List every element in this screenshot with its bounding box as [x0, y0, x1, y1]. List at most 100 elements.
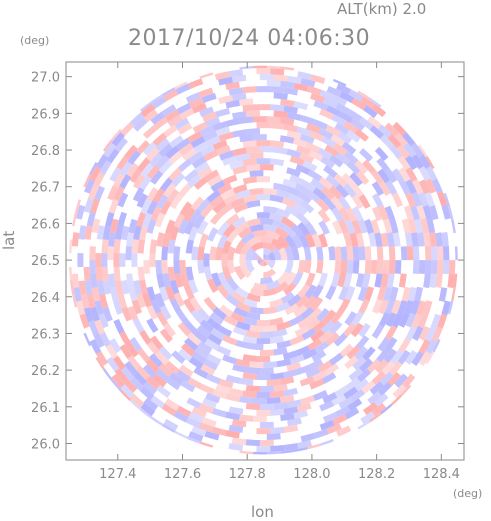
- radar-cell: [355, 232, 365, 248]
- radar-cell: [140, 403, 156, 417]
- radar-cell: [359, 358, 374, 373]
- radar-cell: [120, 225, 130, 241]
- radar-cell: [146, 286, 157, 302]
- radar-cell: [117, 211, 128, 227]
- radar-cell: [361, 380, 376, 394]
- radar-cell: [113, 253, 120, 268]
- radar-cell: [346, 345, 361, 360]
- radar-cell: [369, 381, 384, 395]
- radar-cell: [88, 320, 99, 336]
- radar-cell: [279, 135, 295, 144]
- radar-cell: [239, 116, 254, 125]
- radar-cell: [165, 219, 176, 235]
- radar-cell: [391, 299, 402, 315]
- radar-cell: [132, 174, 146, 190]
- radar-cell: [150, 299, 162, 314]
- radar-cell: [362, 346, 376, 361]
- radar-cell: [270, 444, 285, 452]
- radar-cell: [256, 427, 271, 435]
- radar-cell: [401, 218, 411, 234]
- radar-cell: [245, 384, 261, 393]
- radar-cell: [188, 431, 204, 442]
- radar-cell: [121, 366, 135, 382]
- radar-cell: [228, 442, 244, 451]
- radar-cell: [225, 118, 241, 127]
- radar-cell: [380, 273, 389, 288]
- radar-cell: [152, 188, 165, 203]
- radar-cell: [377, 336, 391, 352]
- radar-cell: [175, 369, 191, 383]
- radar-cell: [233, 306, 248, 318]
- radar-cell: [98, 313, 109, 329]
- radar-cell: [266, 433, 281, 441]
- radar-cell: [136, 140, 151, 155]
- radar-cell: [145, 358, 160, 373]
- radar-cell: [325, 285, 337, 301]
- radar-cell: [430, 260, 438, 275]
- radar-cell: [242, 86, 257, 94]
- radar-cell: [256, 445, 271, 453]
- radar-cell: [242, 176, 257, 185]
- radar-cell: [423, 273, 431, 289]
- radar-cell: [232, 165, 248, 175]
- radar-cell: [108, 232, 116, 247]
- radar-cell: [191, 102, 207, 114]
- radar-cell: [187, 377, 203, 390]
- radar-cell: [389, 218, 399, 234]
- radar-cell: [232, 129, 247, 138]
- radar-cell: [352, 356, 367, 371]
- radar-cell: [358, 322, 371, 338]
- radar-cell: [351, 206, 364, 222]
- radar-cell: [401, 286, 411, 302]
- radar-cell: [191, 406, 207, 418]
- radar-cell: [190, 309, 204, 324]
- radar-cell: [113, 186, 125, 202]
- radar-cell: [109, 167, 122, 183]
- radar-cell: [436, 246, 444, 261]
- x-axis-label: lon: [251, 503, 274, 521]
- radar-cell: [344, 219, 356, 235]
- radar-cell: [150, 111, 165, 125]
- radar-cell: [187, 174, 202, 188]
- radar-cell: [198, 106, 214, 117]
- radar-cell: [318, 233, 328, 248]
- radar-cell: [263, 255, 270, 261]
- radar-cell: [207, 278, 219, 294]
- radar-cell: [197, 198, 211, 213]
- radar-cell: [418, 260, 426, 275]
- radar-cell: [232, 147, 247, 157]
- radar-cell: [384, 337, 398, 352]
- radar-cell: [394, 260, 402, 275]
- radar-cell: [252, 230, 267, 238]
- radar-cell: [304, 233, 316, 248]
- radar-cell: [163, 89, 179, 102]
- radar-cell: [203, 358, 219, 371]
- radar-cell: [96, 280, 105, 296]
- radar-cell: [355, 273, 365, 288]
- radar-cell: [114, 137, 128, 153]
- radar-cell: [185, 266, 194, 281]
- radar-cell: [319, 419, 335, 431]
- radar-cell: [137, 266, 146, 281]
- radar-cell: [222, 174, 238, 186]
- radar-cell: [94, 319, 105, 335]
- radar-cell: [270, 86, 285, 94]
- radar-cell: [358, 246, 366, 261]
- radar-cell: [300, 432, 316, 443]
- radar-cell: [266, 65, 281, 69]
- radar-cell: [191, 351, 207, 365]
- radar-cell: [326, 105, 342, 117]
- radar-cell: [188, 226, 199, 241]
- radar-cell: [229, 160, 244, 170]
- radar-cell: [226, 229, 239, 243]
- radar-cell: [203, 149, 219, 162]
- radar-cell: [283, 387, 298, 397]
- radar-cell: [299, 152, 315, 164]
- radar-cell: [343, 232, 353, 247]
- radar-cell: [351, 194, 364, 209]
- radar-cell: [205, 373, 221, 385]
- radar-cell: [96, 225, 105, 240]
- radar-cell: [411, 313, 423, 329]
- radar-cell: [377, 168, 391, 184]
- radar-cell: [276, 189, 291, 200]
